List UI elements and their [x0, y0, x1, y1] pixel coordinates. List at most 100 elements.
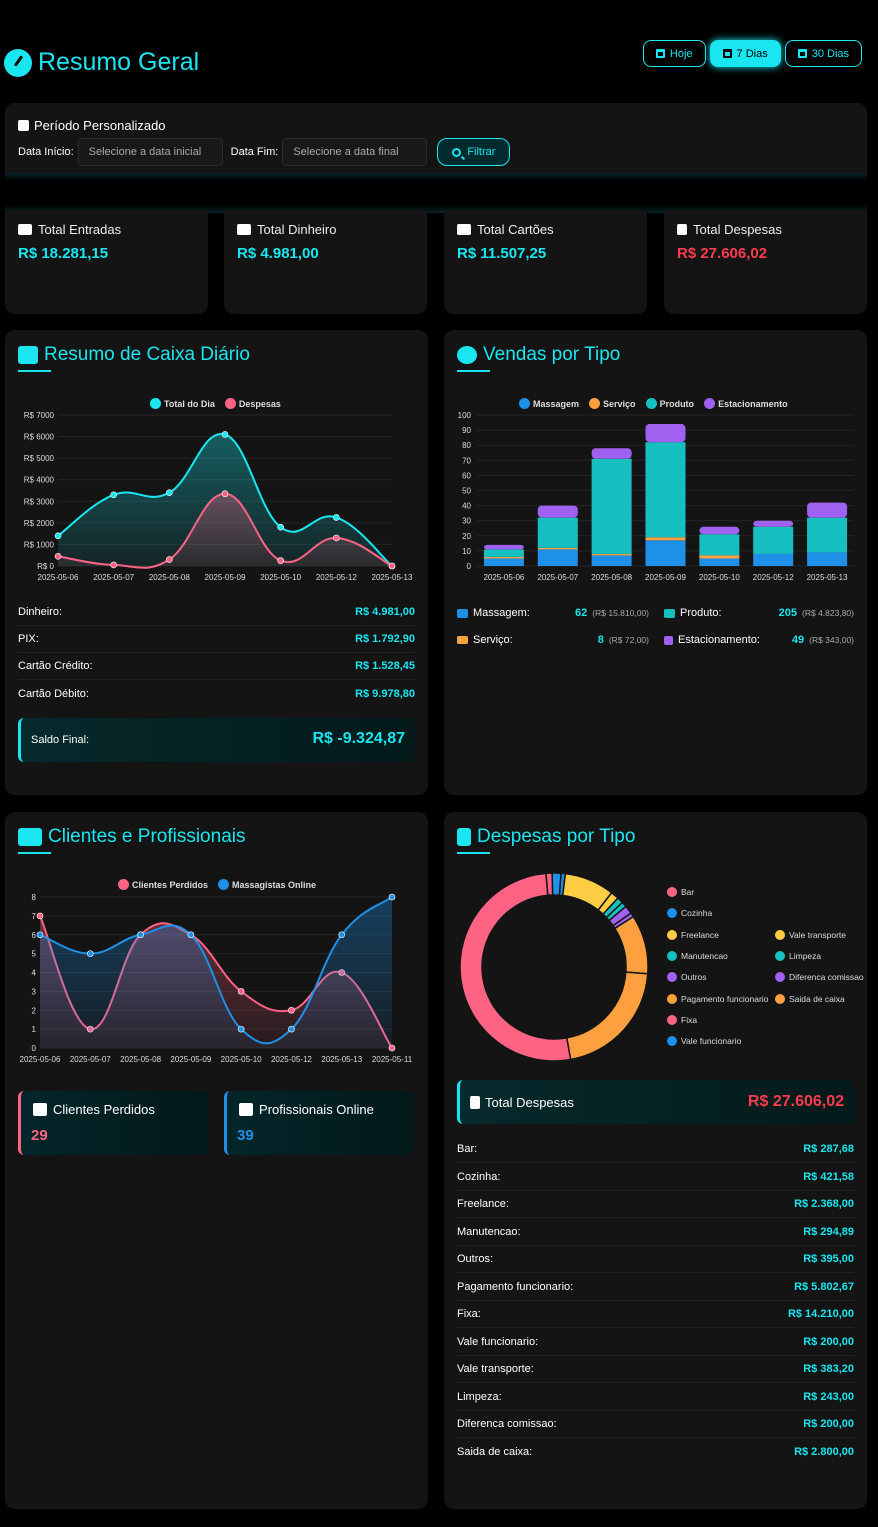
x-tick-label: 2025-05-07	[93, 573, 134, 582]
y-tick-label: 90	[462, 426, 471, 435]
bar-segment	[699, 555, 740, 559]
legend-item[interactable]: Outros	[667, 972, 707, 983]
data-point	[54, 552, 62, 560]
y-tick-label: R$ 7000	[24, 411, 55, 420]
range-7-days-button[interactable]: 7 Dias	[709, 40, 781, 67]
caixa-row: Dinheiro: R$ 4.981,00	[18, 599, 415, 626]
legend-item[interactable]: Cozinha	[667, 908, 712, 919]
data-point	[333, 514, 340, 521]
legend-item[interactable]: Vale transporte	[775, 929, 846, 940]
legend-item[interactable]: Vale funcionario	[667, 1036, 741, 1047]
title-underline	[457, 852, 490, 854]
kpi-value: R$ 18.281,15	[18, 245, 109, 262]
x-tick-label: 2025-05-11	[372, 1055, 413, 1064]
invoice-icon	[677, 224, 687, 235]
x-tick-label: 2025-05-06	[20, 1055, 61, 1064]
bar-segment	[483, 549, 524, 557]
range-30-days-button[interactable]: 30 Dias	[784, 40, 862, 67]
caixa-row: Cartão Débito: R$ 9.978,80	[18, 687, 415, 700]
data-point	[137, 931, 144, 939]
x-tick-label: 2025-05-12	[316, 573, 357, 582]
bar-segment	[699, 558, 740, 566]
clientes-chart: 0 1 2 3 4 5 6 7 8 2025-05-06 2025-05-07 2025-05-08 2…	[20, 893, 413, 1064]
bar-segment	[753, 553, 794, 566]
kpi-value: R$ 4.981,00	[237, 245, 319, 262]
bar-segment	[753, 520, 794, 527]
bar-segment	[699, 526, 740, 535]
legend-item[interactable]: Freelance	[667, 929, 719, 940]
legend-item[interactable]: Massagistas Online	[218, 879, 316, 890]
y-tick-label: 7	[32, 912, 37, 921]
legend-item[interactable]: Total do Dia	[150, 398, 215, 409]
y-tick-label: 6	[32, 931, 37, 940]
bar-segment	[807, 517, 848, 553]
y-tick-label: 20	[462, 532, 471, 541]
data-point	[277, 523, 284, 531]
legend-item[interactable]: Clientes Perdidos	[118, 879, 208, 890]
legend-item[interactable]: Manutencao	[667, 950, 728, 961]
bar-segment	[807, 502, 848, 518]
caixa-row: Cartão Crédito: R$ 1.528,45	[18, 653, 415, 680]
calendar-icon	[722, 49, 732, 58]
vendas-summary-servico: Serviço: 8 (R$ 72,00)	[457, 634, 649, 646]
bar-segment	[591, 448, 632, 459]
legend-item[interactable]: Serviço	[589, 398, 636, 409]
end-date-input[interactable]: Selecione a data final	[282, 138, 428, 166]
y-tick-label: R$ 0	[37, 562, 54, 571]
bar-segment	[699, 534, 740, 556]
data-point	[110, 561, 117, 569]
legend-item[interactable]: Produto	[645, 398, 694, 409]
data-point	[388, 893, 396, 901]
credit-card-icon	[457, 224, 471, 235]
title-underline	[457, 370, 490, 372]
search-icon	[452, 147, 462, 157]
legend-item[interactable]: Saida de caixa	[775, 993, 845, 1004]
bar-segment	[645, 540, 686, 566]
legend-item[interactable]: Limpeza	[775, 950, 821, 961]
y-tick-label: 8	[32, 893, 37, 902]
legend-item[interactable]: Despesas	[224, 398, 281, 409]
y-tick-label: R$ 4000	[24, 476, 55, 485]
despesa-row: Fixa: R$ 14.210,00	[457, 1301, 854, 1328]
y-tick-label: 40	[462, 502, 471, 511]
total-despesas: Total Despesas R$ 27.606,02	[457, 1080, 854, 1124]
filter-button[interactable]: Filtrar	[437, 138, 511, 166]
y-tick-label: 2	[32, 1006, 37, 1015]
vendas-summary-massagem: Massagem: 62 (R$ 15.810,00)	[457, 607, 649, 619]
legend-item[interactable]: Fixa	[667, 1014, 697, 1025]
series-area	[40, 897, 392, 1048]
divider	[5, 173, 867, 213]
start-date-input[interactable]: Selecione a data inicial	[77, 138, 223, 166]
y-tick-label: 5	[32, 950, 37, 959]
x-tick-label: 2025-05-10	[260, 573, 301, 582]
data-point	[166, 489, 173, 496]
bar-segment	[591, 555, 632, 566]
bar-segment	[645, 537, 686, 541]
data-point	[110, 491, 117, 499]
legend-item[interactable]: Estacionamento	[704, 398, 788, 409]
y-tick-label: 10	[462, 547, 471, 556]
data-point	[277, 557, 284, 564]
bar-segment	[807, 552, 848, 566]
y-tick-label: 100	[458, 411, 472, 420]
kpi-total-entradas: Total Entradas R$ 18.281,15	[5, 210, 208, 314]
y-tick-label: 0	[467, 562, 472, 571]
x-tick-label: 2025-05-06	[483, 573, 524, 582]
x-tick-label: 2025-05-10	[221, 1055, 262, 1064]
bar-segment	[483, 556, 524, 559]
y-tick-label: R$ 3000	[24, 497, 55, 506]
clientes-panel: Clientes e Profissionais Clientes Perdid…	[5, 812, 428, 1509]
money-icon	[18, 224, 32, 235]
x-tick-label: 2025-05-13	[372, 573, 413, 582]
legend-item[interactable]: Bar	[667, 887, 694, 897]
y-tick-label: 4	[32, 969, 37, 978]
range-today-button[interactable]: Hoje	[642, 40, 706, 67]
despesas-panel: Despesas por Tipo Bar Cozinha Freelance Man…	[444, 812, 867, 1509]
page-title-text: Resumo Geral	[38, 48, 200, 76]
panel-title: Resumo de Caixa Diário	[18, 344, 250, 366]
legend-item[interactable]: Pagamento funcionario	[667, 993, 768, 1004]
despesa-row: Diferenca comissao: R$ 200,00	[457, 1411, 854, 1438]
box-icon	[664, 608, 675, 618]
legend-item[interactable]: Massagem	[519, 398, 579, 409]
legend-item[interactable]: Diferenca comissao	[775, 972, 864, 983]
